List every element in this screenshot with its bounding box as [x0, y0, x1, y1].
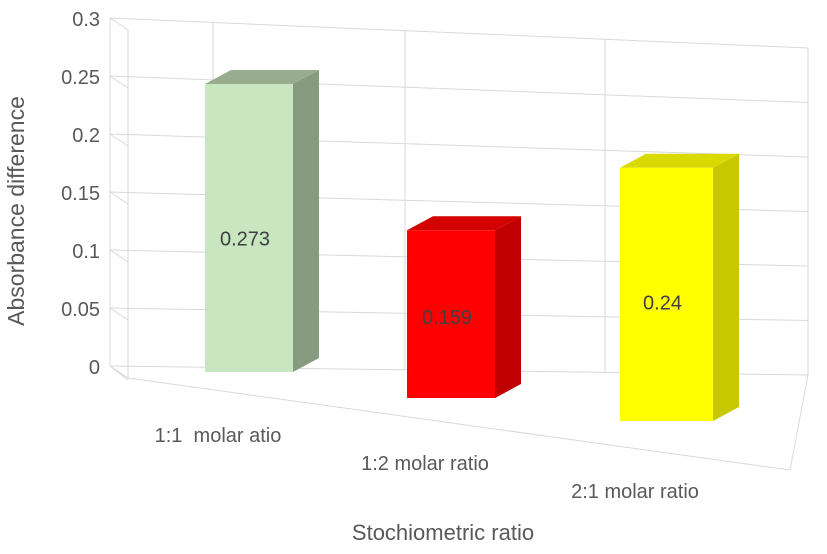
floor-edge: [109, 365, 129, 379]
bar-top-face: [407, 216, 521, 231]
bar-data-label: 0.273: [220, 228, 270, 250]
bar-front-face: [407, 230, 495, 398]
category-label: 1:1 molar atio: [155, 425, 282, 447]
gridline-side: [109, 75, 129, 89]
floor-edge: [127, 374, 809, 471]
gridline-side: [109, 307, 129, 321]
y-tick-label: 0.2: [72, 125, 100, 147]
bar-data-label: 0.24: [643, 293, 682, 315]
bar-1: 0.273: [205, 69, 319, 373]
bar-front-face: [620, 167, 713, 421]
y-tick-label: 0: [89, 357, 100, 379]
bar-side-face: [713, 153, 739, 422]
gridline-side: [109, 133, 129, 147]
gridline-back: [109, 17, 809, 49]
category-label: 1:2 molar ratio: [361, 453, 489, 475]
gridline-side: [109, 191, 129, 205]
bar-side-face: [293, 69, 319, 373]
bar-3: 0.24: [620, 153, 739, 422]
bar-top-face: [620, 153, 739, 168]
y-tick-label: 0.25: [61, 67, 100, 89]
bar-side-face: [495, 216, 521, 398]
x-axis-categories: 1:1 molar atio 1:2 molar ratio 2:1 molar r…: [155, 425, 699, 503]
y-tick-label: 0.05: [61, 299, 100, 321]
bars: 0.273 0.159 0.24: [205, 69, 739, 422]
y-tick-label: 0.15: [61, 183, 100, 205]
x-axis-title: Stochiometric ratio: [352, 520, 534, 545]
y-tick-label: 0.1: [72, 241, 100, 263]
bar-front-face: [205, 83, 293, 373]
y-axis-ticks: 0 0.05 0.1 0.15 0.2 0.25 0.3: [61, 9, 100, 379]
y-axis-title: Absorbance difference: [3, 96, 29, 326]
category-label: 2:1 molar ratio: [571, 481, 699, 503]
bar-2: 0.159: [407, 216, 521, 398]
gridline-side: [109, 249, 129, 263]
gridline-side: [109, 17, 129, 31]
y-tick-label: 0.3: [72, 9, 100, 31]
bar-data-label: 0.159: [422, 307, 472, 329]
bar-top-face: [205, 69, 319, 84]
